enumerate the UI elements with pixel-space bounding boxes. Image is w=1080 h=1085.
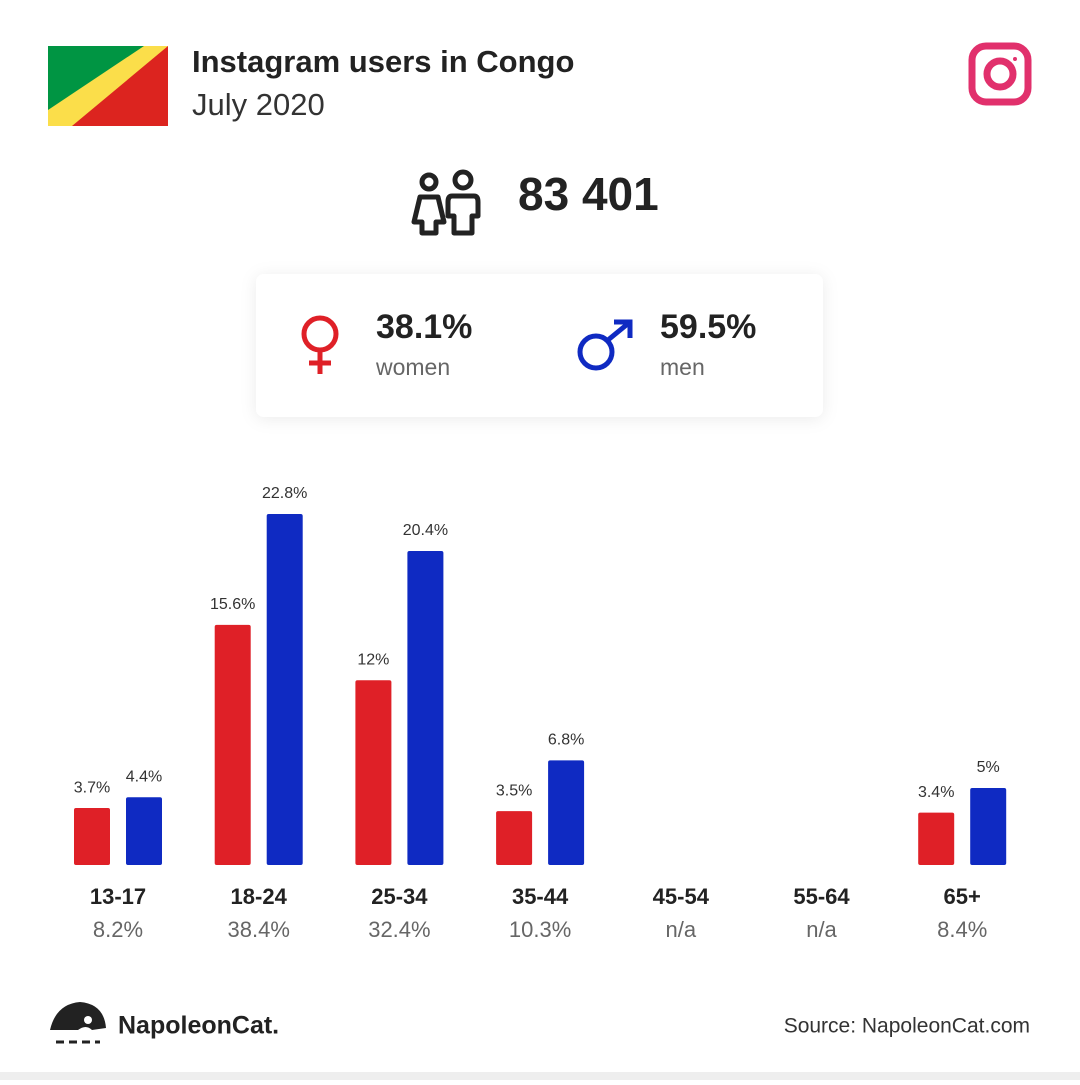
bar xyxy=(918,812,955,865)
category-label: 45-54 xyxy=(653,884,710,909)
category-label: 18-24 xyxy=(231,884,288,909)
instagram-icon xyxy=(968,42,1032,106)
people-icon xyxy=(411,169,481,236)
category-total: 10.3% xyxy=(509,917,571,942)
bar xyxy=(407,550,444,865)
title: Instagram users in Congo xyxy=(192,44,574,79)
bar xyxy=(355,680,392,865)
source: Source: NapoleonCat.com xyxy=(784,1015,1030,1038)
bar xyxy=(74,808,110,865)
value-label: 22.8% xyxy=(262,485,307,502)
value-label: 12% xyxy=(357,651,389,668)
category-label: 13-17 xyxy=(90,884,146,909)
subtitle: July 2020 xyxy=(192,87,325,122)
men-share: 59.5% xyxy=(660,308,756,346)
value-label: 3.4% xyxy=(918,784,954,801)
men-label: men xyxy=(660,354,705,380)
male-icon xyxy=(577,319,633,371)
flag xyxy=(48,46,168,126)
category-total: 38.4% xyxy=(228,917,290,942)
brand-name: NapoleonCat. xyxy=(118,1012,279,1040)
value-label: 6.8% xyxy=(548,732,584,749)
value-label: 15.6% xyxy=(210,596,255,613)
bar xyxy=(970,788,1007,865)
bar xyxy=(266,514,303,865)
women-label: women xyxy=(375,354,450,380)
category-label: 25-34 xyxy=(371,884,428,909)
bar xyxy=(548,760,585,865)
value-label: 3.5% xyxy=(496,782,532,799)
value-label: 3.7% xyxy=(74,779,110,796)
bar xyxy=(214,624,251,865)
bar xyxy=(126,797,162,865)
category-total: n/a xyxy=(666,917,697,942)
value-label: 5% xyxy=(977,759,1000,776)
bar xyxy=(496,811,533,865)
total-users: 83 401 xyxy=(518,168,659,220)
gender-card xyxy=(256,274,823,417)
category-total: 32.4% xyxy=(368,917,430,942)
category-label: 55-64 xyxy=(793,884,850,909)
category-total: 8.4% xyxy=(937,917,987,942)
bottom-strip xyxy=(0,1072,1080,1080)
women-share: 38.1% xyxy=(376,308,472,346)
female-icon xyxy=(301,315,339,374)
category-total: n/a xyxy=(806,917,837,942)
value-label: 20.4% xyxy=(403,522,448,539)
category-total: 8.2% xyxy=(93,917,143,942)
brand-logo xyxy=(50,1002,106,1044)
category-label: 65+ xyxy=(944,884,981,909)
value-label: 4.4% xyxy=(126,768,162,785)
category-label: 35-44 xyxy=(512,884,569,909)
